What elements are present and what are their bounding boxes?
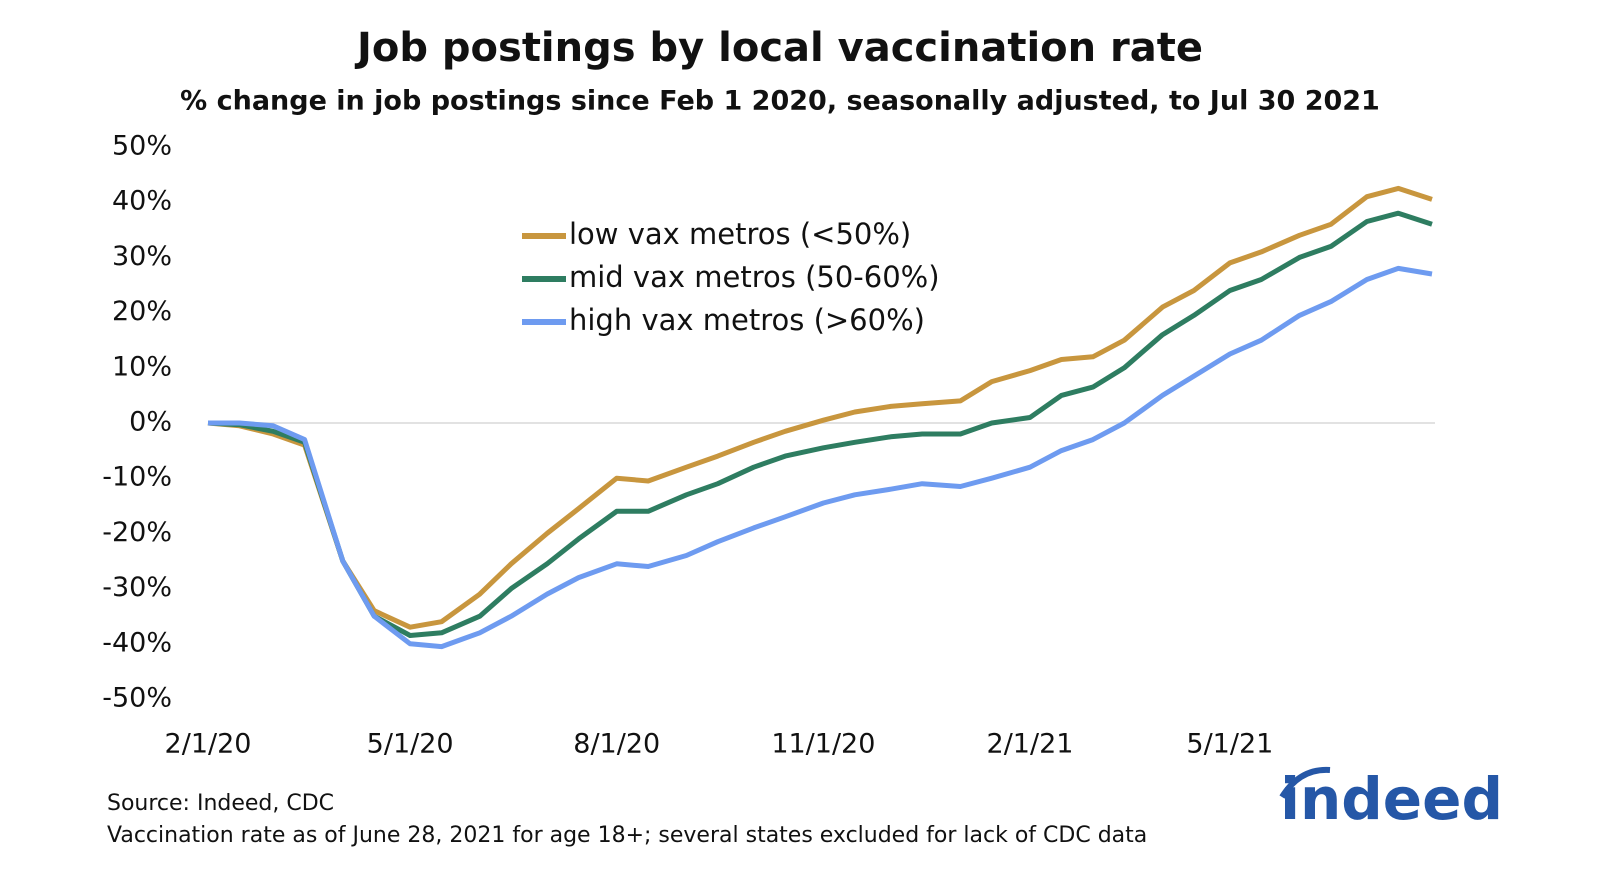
x-tick-label: 11/1/20 (771, 729, 875, 760)
y-tick-label: 0% (129, 407, 172, 438)
y-tick-label: 10% (112, 351, 172, 382)
x-tick-label: 5/1/20 (367, 729, 454, 760)
legend-label: low vax metros (<50%) (569, 217, 911, 251)
x-tick-label: 2/1/20 (165, 729, 252, 760)
y-tick-label: 50% (112, 131, 172, 162)
y-tick-label: 30% (112, 241, 172, 272)
y-tick-label: 40% (112, 186, 172, 217)
series-line (207, 210, 1433, 638)
logo: indeed (1280, 765, 1503, 833)
y-tick-label: -40% (102, 627, 172, 658)
source-note: Source: Indeed, CDC (107, 791, 334, 816)
x-tick-label: 8/1/20 (573, 729, 660, 760)
chart-title: Job postings by local vaccination rate (354, 25, 1203, 71)
x-tick-label: 2/1/21 (987, 729, 1074, 760)
logo-swoosh (1279, 766, 1331, 799)
footnote: Vaccination rate as of June 28, 2021 for… (107, 823, 1147, 848)
y-tick-label: 20% (112, 296, 172, 327)
series-line (207, 185, 1433, 630)
y-tick-label: -50% (102, 683, 172, 714)
legend-label: high vax metros (>60%) (569, 303, 925, 337)
y-tick-label: -20% (102, 517, 172, 548)
y-tick-label: -10% (102, 462, 172, 493)
y-tick-label: -30% (102, 572, 172, 603)
chart-subtitle: % change in job postings since Feb 1 202… (180, 86, 1380, 117)
series-line (208, 265, 1433, 650)
x-tick-label: 5/1/21 (1186, 729, 1273, 760)
legend-label: mid vax metros (50-60%) (569, 260, 940, 294)
